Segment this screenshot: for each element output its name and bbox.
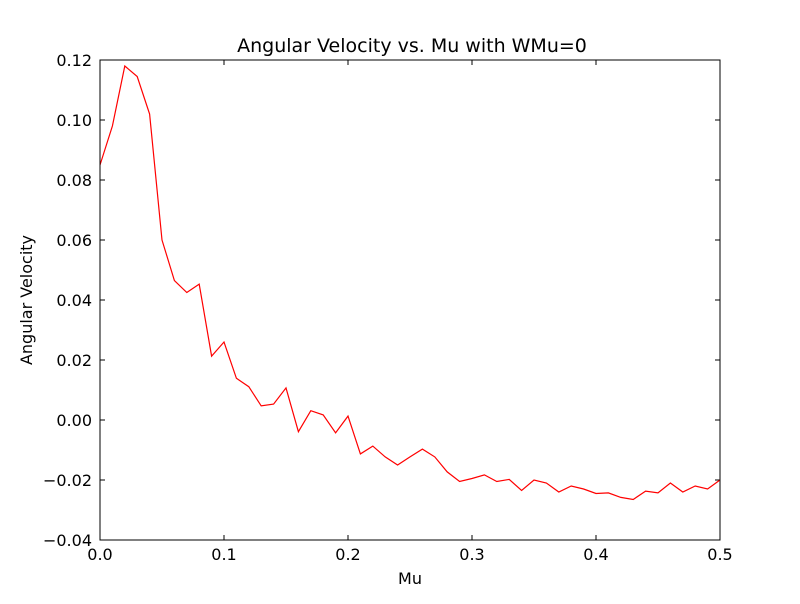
y-tick-label: 0.04 [56,291,92,310]
data-point [149,113,150,114]
y-tick-label: 0.10 [56,111,92,130]
data-point [707,488,708,489]
x-tick-label: 0.0 [87,545,112,564]
data-point [484,474,485,475]
data-point [174,280,175,281]
data-point [323,414,324,415]
series-layer [99,64,721,501]
data-point [273,404,274,405]
data-point [546,482,547,483]
data-point [583,488,584,489]
data-point [261,405,262,406]
data-point [372,446,373,447]
y-tick-label: 0.08 [56,171,92,190]
data-point [397,464,398,465]
data-point [595,493,596,494]
plot-frame [99,59,721,541]
data-point [360,453,361,454]
data-point [459,481,460,482]
y-tick-label: 0.02 [56,351,92,370]
data-point [496,481,497,482]
data-point [186,292,187,293]
data-point [298,431,299,432]
data-point [608,492,609,493]
x-tick-label: 0.1 [211,545,236,564]
data-point [558,491,559,492]
x-tick-label: 0.2 [335,545,360,564]
data-point [682,491,683,492]
tick-layer: 0.0 0.1 0.2 0.3 0.4 0.5 −0.04 −0.02 0.00 0.02 0.04… [43,51,733,564]
data-point [347,416,348,417]
data-point [533,479,534,480]
x-tick-label: 0.5 [707,545,732,564]
y-tick-label: −0.04 [43,531,92,550]
y-tick-label: 0.06 [56,231,92,250]
y-axis-label: Angular Velocity [17,235,36,365]
data-point [509,479,510,480]
data-point [434,456,435,457]
data-point [645,491,646,492]
data-point [571,485,572,486]
y-tick-label: 0.12 [56,51,92,70]
x-tick-label: 0.3 [459,545,484,564]
data-point [409,456,410,457]
data-point [471,478,472,479]
data-point [422,449,423,450]
data-point [670,482,671,483]
data-point [161,239,162,240]
data-point [236,378,237,379]
data-point [521,490,522,491]
x-axis-label: Mu [398,569,422,588]
y-tick-label: −0.02 [43,471,92,490]
data-point [385,456,386,457]
data-point [285,387,286,388]
data-point [124,65,125,66]
series-line-0 [99,64,721,501]
data-point [112,125,113,126]
data-point [310,410,311,411]
y-tick-label: 0.00 [56,411,92,430]
data-point [447,471,448,472]
data-point [335,432,336,433]
data-point [223,341,224,342]
data-point [633,499,634,500]
data-point [248,386,249,387]
data-point [620,497,621,498]
data-point [695,485,696,486]
data-point [657,492,658,493]
data-point [199,284,200,285]
x-tick-label: 0.4 [583,545,608,564]
data-point [137,76,138,77]
data-point [211,356,212,357]
chart-title: Angular Velocity vs. Mu with WMu=0 [237,35,587,57]
